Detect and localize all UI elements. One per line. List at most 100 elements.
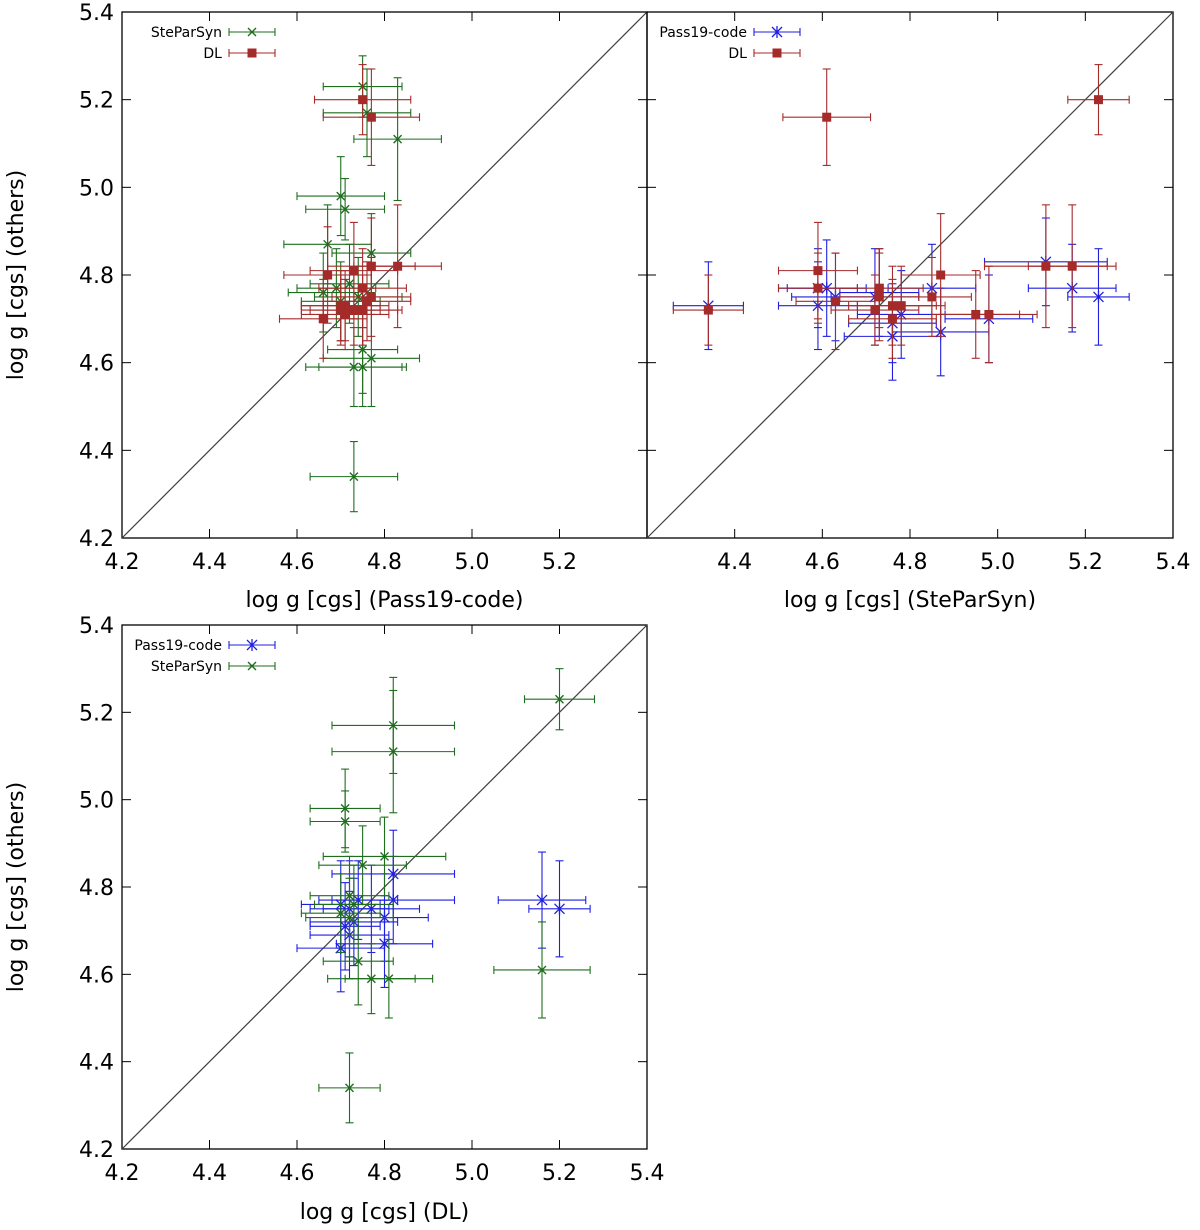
legend-label: SteParSyn xyxy=(151,659,222,675)
x-marker xyxy=(384,974,394,984)
data-point xyxy=(323,270,333,280)
data-point xyxy=(336,191,346,201)
square-marker xyxy=(984,309,994,319)
legend-entry: Pass19-code xyxy=(134,638,276,654)
square-marker xyxy=(896,301,906,311)
x-marker xyxy=(336,908,346,918)
x-tick-label: 5.4 xyxy=(630,1161,665,1186)
y-tick-label: 5.2 xyxy=(79,701,114,726)
data-point xyxy=(349,472,359,482)
square-marker xyxy=(1067,261,1077,271)
y-tick-label: 5.4 xyxy=(79,1,114,26)
x-tick-label: 4.4 xyxy=(717,550,752,575)
asterisk-marker xyxy=(1093,290,1104,303)
x-tick-label: 5.2 xyxy=(542,1161,577,1186)
data-point xyxy=(874,292,884,302)
legend-entry: SteParSyn xyxy=(151,25,276,41)
data-point xyxy=(1093,290,1104,303)
x-marker xyxy=(340,204,350,214)
data-point xyxy=(340,817,350,826)
legend-label: Pass19-code xyxy=(659,25,747,41)
data-marks xyxy=(278,55,442,513)
identity-line xyxy=(121,11,648,539)
x-marker xyxy=(349,472,359,482)
series-dl xyxy=(672,64,1130,364)
square-marker xyxy=(323,270,333,280)
tick-group: 4.2 4.4 4.6 4.8 5.0 5.2 5.4 4.2 4.4 4.6 4.8 5.0 5.2 5… xyxy=(79,614,665,1186)
data-point xyxy=(388,747,398,757)
panel-steparsyn-vs-others: 4.4 4.6 4.8 5.0 5.2 5.4 log g [cgs] (SteParSy… xyxy=(646,11,1191,613)
x-marker xyxy=(358,860,368,870)
square-marker xyxy=(813,283,823,293)
panel-dl-vs-others: 4.2 4.4 4.6 4.8 5.0 5.2 5.4 4.2 4.4 4.6 4.8 5.0 5.2 5… xyxy=(4,614,665,1225)
data-point xyxy=(703,305,713,315)
y-tick-label: 5.4 xyxy=(79,614,114,639)
x-tick-label: 5.0 xyxy=(455,550,490,575)
y-tick-label: 4.4 xyxy=(79,439,114,464)
x-axis-label: log g [cgs] (Pass19-code) xyxy=(245,588,523,613)
x-marker xyxy=(345,913,354,923)
square-marker xyxy=(703,305,713,315)
legend-marker xyxy=(772,48,782,58)
x-tick-label: 5.0 xyxy=(980,550,1015,575)
data-point xyxy=(336,908,346,918)
legend-marker xyxy=(247,661,257,671)
y-tick-label: 4.2 xyxy=(79,1138,114,1163)
tick-group: 4.2 4.4 4.6 4.8 5.0 5.2 5.4 4.2 4.4 4.6 4.8 5.0 5.2 xyxy=(79,1,648,575)
x-tick-label: 4.6 xyxy=(805,550,840,575)
asterisk-marker xyxy=(554,902,565,915)
data-point xyxy=(537,965,547,975)
asterisk-marker xyxy=(246,639,258,651)
square-marker xyxy=(340,309,350,319)
data-point xyxy=(555,694,564,704)
x-marker xyxy=(336,191,346,201)
square-marker xyxy=(349,266,359,276)
x-tick-label: 4.2 xyxy=(105,550,140,575)
asterisk-marker xyxy=(536,894,548,907)
square-marker xyxy=(822,112,832,122)
data-point xyxy=(936,270,946,280)
series-dl xyxy=(278,64,442,359)
y-tick-label: 5.2 xyxy=(79,89,114,114)
data-point xyxy=(318,314,328,324)
legend: SteParSyn DL xyxy=(151,25,276,62)
data-point xyxy=(813,283,823,293)
legend: Pass19-code DL xyxy=(659,25,801,62)
legend-marker xyxy=(247,27,257,37)
x-marker xyxy=(340,817,350,826)
data-point xyxy=(358,95,368,105)
y-tick-label: 4.8 xyxy=(79,876,114,901)
data-point xyxy=(345,913,354,923)
data-marks xyxy=(672,64,1130,381)
square-marker xyxy=(936,270,946,280)
data-point xyxy=(358,860,368,870)
x-tick-label: 4.6 xyxy=(280,550,315,575)
data-point xyxy=(870,305,880,315)
square-marker xyxy=(366,112,376,122)
square-marker xyxy=(772,48,782,58)
legend-label: DL xyxy=(728,46,747,62)
x-marker xyxy=(537,965,547,975)
data-marks xyxy=(296,668,596,1124)
y-tick-label: 5.0 xyxy=(79,176,114,201)
legend-marker xyxy=(246,639,258,651)
legend-marker xyxy=(247,48,257,58)
x-tick-label: 4.8 xyxy=(367,1161,402,1186)
tick-group: 4.4 4.6 4.8 5.0 5.2 5.4 xyxy=(646,11,1191,575)
panel-pass19-vs-others: 4.24.44.64.85.05.25.44.2 4.4 4.6 4.8 5.0 5.2 … xyxy=(4,1,648,613)
legend: Pass19-code SteParSyn xyxy=(134,638,276,675)
legend-entry: DL xyxy=(203,46,276,62)
y-axis-label: log g [cgs] (others) xyxy=(4,170,29,380)
square-marker xyxy=(247,48,257,58)
x-tick-label: 4.8 xyxy=(367,550,402,575)
x-tick-label: 5.4 xyxy=(1156,550,1191,575)
legend-entry: SteParSyn xyxy=(151,659,276,675)
square-marker xyxy=(927,292,937,302)
legend-label: Pass19-code xyxy=(134,638,222,654)
identity-line-group xyxy=(121,11,648,539)
x-axis-label: log g [cgs] (DL) xyxy=(300,1200,470,1225)
y-tick-label: 4.4 xyxy=(79,1051,114,1076)
x-marker xyxy=(345,279,354,289)
data-point xyxy=(822,112,832,122)
